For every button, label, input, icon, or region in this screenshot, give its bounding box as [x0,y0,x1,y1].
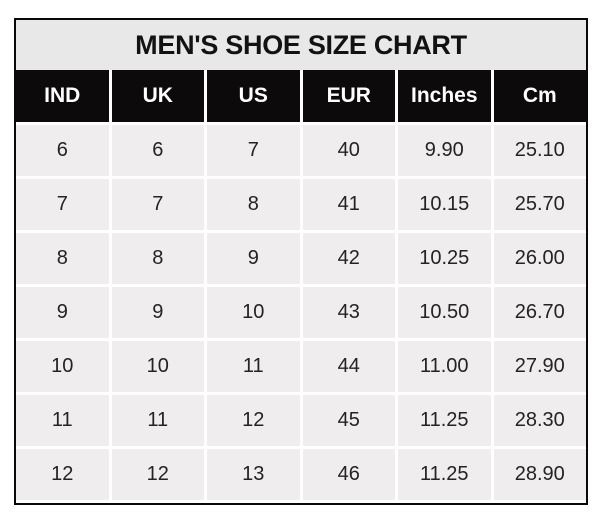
table-cell: 11.25 [398,449,491,500]
table-cell: 28.30 [493,395,586,446]
table-header-row: IND UK US EUR Inches Cm [16,70,586,122]
table-cell: 9 [16,287,109,338]
table-row: 7 7 8 41 10.15 25.70 [16,179,586,230]
table-cell: 8 [16,233,109,284]
column-header-cm: Cm [493,70,586,122]
column-header-inches: Inches [398,70,491,122]
table-cell: 25.10 [493,125,586,176]
table-cell: 9 [111,287,204,338]
column-header-us: US [207,70,300,122]
table-cell: 27.90 [493,341,586,392]
table-row: 10 10 11 44 11.00 27.90 [16,341,586,392]
table-cell: 11 [16,395,109,446]
table-cell: 45 [302,395,395,446]
column-header-ind: IND [16,70,109,122]
table-cell: 11 [207,341,300,392]
table-row: 6 6 7 40 9.90 25.10 [16,125,586,176]
table-row: 12 12 13 46 11.25 28.90 [16,449,586,500]
table-cell: 8 [207,179,300,230]
table-cell: 26.70 [493,287,586,338]
table-cell: 10.25 [398,233,491,284]
table-cell: 8 [111,233,204,284]
chart-title: MEN'S SHOE SIZE CHART [16,20,586,70]
table-cell: 6 [111,125,204,176]
table-cell: 10.50 [398,287,491,338]
table-row: 9 9 10 43 10.50 26.70 [16,287,586,338]
table-cell: 7 [111,179,204,230]
table-row: 8 8 9 42 10.25 26.00 [16,233,586,284]
table-cell: 40 [302,125,395,176]
table-cell: 7 [207,125,300,176]
table-cell: 10.15 [398,179,491,230]
mens-shoe-size-chart-table: MEN'S SHOE SIZE CHART IND UK US EUR Inch… [14,18,588,505]
table-cell: 9.90 [398,125,491,176]
table-cell: 10 [111,341,204,392]
table-cell: 46 [302,449,395,500]
table-cell: 42 [302,233,395,284]
table-cell: 11.25 [398,395,491,446]
table-cell: 13 [207,449,300,500]
table-cell: 12 [16,449,109,500]
table-body: 6 6 7 40 9.90 25.10 7 7 8 41 10.15 25.70… [16,122,586,503]
table-cell: 9 [207,233,300,284]
table-cell: 44 [302,341,395,392]
table-row: 11 11 12 45 11.25 28.30 [16,395,586,446]
table-cell: 12 [111,449,204,500]
table-cell: 43 [302,287,395,338]
table-cell: 25.70 [493,179,586,230]
table-cell: 26.00 [493,233,586,284]
table-cell: 6 [16,125,109,176]
table-cell: 11.00 [398,341,491,392]
column-header-eur: EUR [302,70,395,122]
table-cell: 11 [111,395,204,446]
table-cell: 10 [207,287,300,338]
table-cell: 7 [16,179,109,230]
table-cell: 10 [16,341,109,392]
table-cell: 41 [302,179,395,230]
column-header-uk: UK [111,70,204,122]
table-cell: 28.90 [493,449,586,500]
table-cell: 12 [207,395,300,446]
